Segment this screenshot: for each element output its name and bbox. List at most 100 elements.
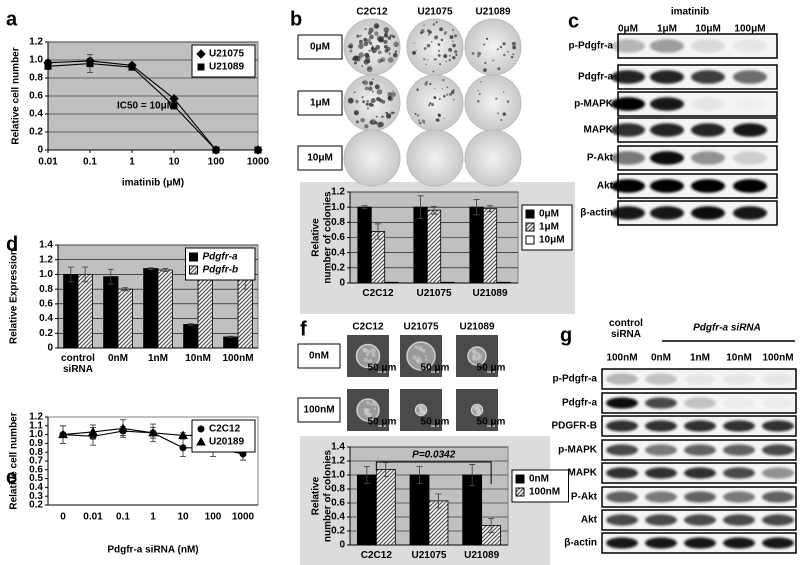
legend-label: U20189 xyxy=(209,437,244,448)
marker xyxy=(58,429,68,439)
legend-label: 100nM xyxy=(529,487,560,498)
x-tick-label: 0 xyxy=(60,512,66,523)
error-bar xyxy=(416,466,423,484)
colony xyxy=(452,89,455,92)
x-tick-label: 10 xyxy=(177,512,189,523)
bar xyxy=(143,268,159,349)
row-label: 10μM xyxy=(307,153,333,164)
y-tick-label: 1.2 xyxy=(39,254,53,265)
legend-box xyxy=(191,419,256,453)
y-tick-label: 0.6 xyxy=(29,91,43,102)
significance-bracket xyxy=(375,461,492,484)
colony xyxy=(364,86,369,91)
colony xyxy=(495,97,498,100)
marker xyxy=(118,423,128,432)
marker xyxy=(196,49,206,59)
y-axis-label: Relative cell number xyxy=(9,412,20,509)
error-bar xyxy=(107,268,114,285)
y-tick-label: 0.5 xyxy=(29,473,43,484)
colony xyxy=(445,60,447,63)
colony xyxy=(446,86,449,89)
row-label: 100nM xyxy=(303,405,334,416)
colony xyxy=(442,78,445,82)
colony xyxy=(372,78,374,80)
colony xyxy=(363,41,369,47)
legend-label: U21089 xyxy=(209,62,244,73)
colony xyxy=(429,82,432,86)
y-tick-label: 0.7 xyxy=(29,456,43,467)
spheroid-texture xyxy=(421,409,427,415)
colony xyxy=(428,34,430,36)
colony xyxy=(496,48,499,51)
column-label: 10nM xyxy=(726,353,752,364)
marker xyxy=(148,427,158,437)
blot-band xyxy=(645,444,677,456)
colony xyxy=(449,54,451,57)
colony xyxy=(368,55,371,58)
blot-band xyxy=(762,537,794,549)
x-tick-label: 100 xyxy=(205,512,222,523)
colony xyxy=(453,34,458,38)
y-axis-label: Relative Expression xyxy=(9,249,20,344)
colony xyxy=(364,52,370,58)
scale-bar-label: 50 μm xyxy=(421,417,450,428)
spheroid-texture xyxy=(424,355,427,358)
column-label: U21075 xyxy=(417,7,452,18)
colony xyxy=(378,98,383,103)
bar xyxy=(384,281,399,284)
colony xyxy=(371,90,374,93)
marker xyxy=(88,426,98,436)
blot-band xyxy=(723,514,755,526)
colony xyxy=(387,95,394,102)
annotation: IC50 = 10μM xyxy=(117,101,175,112)
bar xyxy=(357,206,372,284)
colony xyxy=(451,28,454,32)
blot-band xyxy=(606,444,638,456)
colony xyxy=(376,121,383,128)
row-label: MAPK xyxy=(584,125,614,136)
blot-band xyxy=(606,491,638,503)
bar xyxy=(469,206,484,284)
y-tick-label: 0.2 xyxy=(331,526,345,537)
spheroid-texture xyxy=(365,407,370,413)
colony xyxy=(370,46,375,51)
colony xyxy=(358,52,365,58)
colony xyxy=(369,34,374,40)
blot-band xyxy=(723,373,755,385)
panel-letter: c xyxy=(568,10,579,32)
colony xyxy=(367,67,370,69)
bar xyxy=(63,274,79,349)
colony xyxy=(439,63,442,66)
blot-band xyxy=(733,151,767,165)
bar xyxy=(197,278,213,349)
blot-band xyxy=(691,39,725,53)
colony xyxy=(425,80,429,84)
scale-bar-label: 50 μm xyxy=(477,363,506,374)
panel-letter: a xyxy=(6,8,18,30)
blot-band xyxy=(691,179,725,193)
colony xyxy=(392,90,394,92)
panel-letter: e xyxy=(6,466,17,488)
spheroid-texture xyxy=(371,401,377,406)
row-label: 1μM xyxy=(310,98,330,109)
blot-band xyxy=(762,491,794,503)
marker xyxy=(170,102,178,110)
legend-swatch xyxy=(189,265,198,275)
blot-band xyxy=(650,179,684,193)
bar xyxy=(117,288,133,349)
row-label: Akt xyxy=(597,181,614,192)
colony xyxy=(390,111,394,115)
marker xyxy=(178,430,188,439)
colony xyxy=(433,58,436,61)
colony xyxy=(354,61,357,65)
marker xyxy=(179,444,187,452)
colony xyxy=(374,84,380,90)
colony xyxy=(355,99,359,104)
colony xyxy=(454,50,458,54)
colony xyxy=(492,59,495,62)
colony xyxy=(438,43,441,47)
column-label: 10μM xyxy=(695,24,721,35)
colony xyxy=(511,41,516,46)
scale-bar-label: 50 μm xyxy=(368,417,397,428)
